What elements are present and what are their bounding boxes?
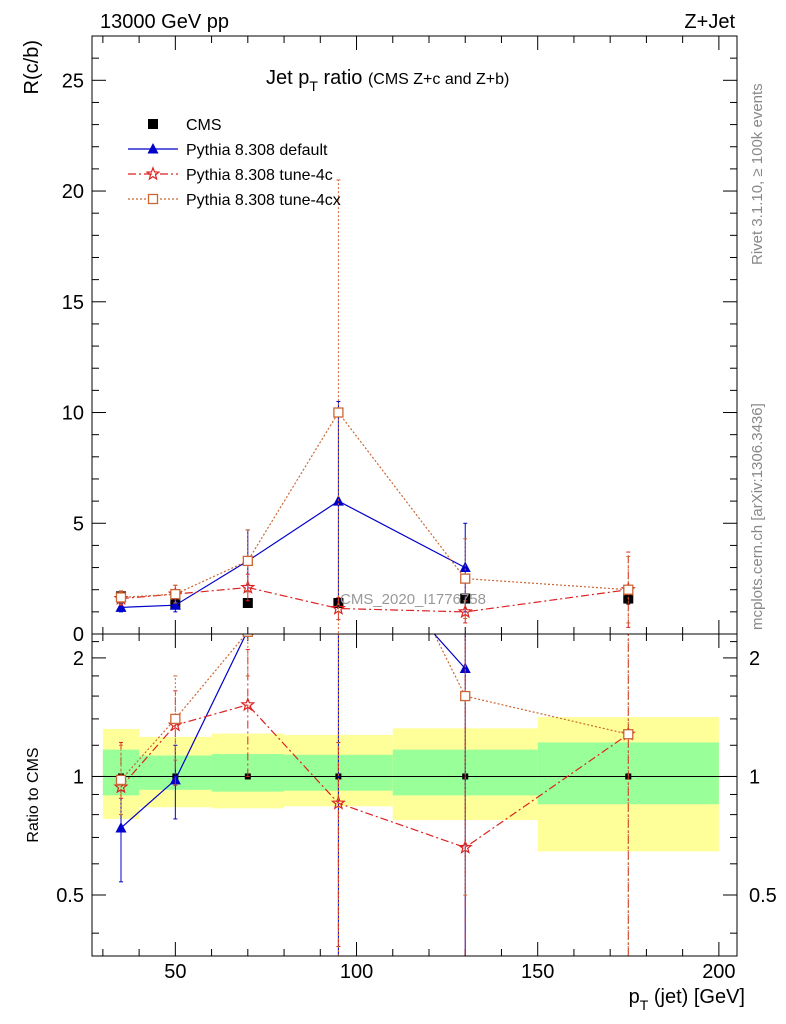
ratio-panel xyxy=(92,717,737,852)
plot-title: Jet pT ratio (CMS Z+c and Z+b) xyxy=(266,67,509,94)
ratio-frame xyxy=(91,633,738,957)
ratio-data-point xyxy=(115,821,127,833)
ratio-y-tick-label: 1 xyxy=(73,766,84,788)
ratio-data-point xyxy=(330,795,346,810)
data-point xyxy=(242,597,253,608)
legend-marker xyxy=(145,166,161,181)
data-point xyxy=(333,407,344,418)
ratio-y-tick-label-right: 1 xyxy=(749,766,760,788)
ratio-series-line xyxy=(120,634,629,781)
title-note: (CMS Z+c and Z+b) xyxy=(368,71,509,88)
ratio-data-point xyxy=(240,696,256,712)
series-line xyxy=(120,586,629,613)
legend-label: CMS xyxy=(186,117,222,134)
legend-label: Pythia 8.308 default xyxy=(186,142,328,159)
data-point xyxy=(242,555,253,567)
ratio-data-point xyxy=(242,634,253,637)
data-point xyxy=(457,604,473,619)
data-point xyxy=(170,588,181,600)
title-main: Jet p xyxy=(266,67,309,89)
title-rest: ratio xyxy=(318,67,362,89)
legend-entry: Pythia 8.308 default xyxy=(128,142,328,159)
xlabel-rest: (jet) [GeV] xyxy=(648,986,745,1008)
mcplots-label: mcplots.cern.ch [arXiv:1306.3436] xyxy=(749,403,766,630)
data-point xyxy=(459,561,471,573)
ratio-series-line xyxy=(120,634,466,829)
ratio-axis-ticks: 0.5 0.5 1 1 2 2 50 100 150 200 xyxy=(56,634,777,983)
xlabel-main: p xyxy=(629,986,640,1008)
legend-label: Pythia 8.308 tune-4c xyxy=(186,167,333,184)
legend-marker xyxy=(148,119,158,129)
x-tick-label: 100 xyxy=(340,961,373,983)
series-line xyxy=(120,411,629,599)
ratio-data-point xyxy=(460,690,471,702)
series-pythia-8-308-tune-4cx xyxy=(115,179,634,634)
title-sub: T xyxy=(309,78,318,94)
header-right: Z+Jet xyxy=(684,11,735,33)
header-left: 13000 GeV pp xyxy=(100,11,229,33)
ratio-data-point xyxy=(170,713,181,725)
ratio-data-point xyxy=(623,729,634,740)
analysis-watermark: CMS_2020_I1776758 xyxy=(340,591,486,608)
ratio-panel-data xyxy=(113,634,636,956)
legend-label: Pythia 8.308 tune-4cx xyxy=(186,192,341,209)
x-tick-label: 200 xyxy=(702,961,735,983)
legend-marker xyxy=(147,143,159,154)
ratio-series-line xyxy=(120,704,629,849)
ratio-y-tick-label-right: 2 xyxy=(749,648,760,670)
legend-entry: Pythia 8.308 tune-4cx xyxy=(128,192,341,209)
data-point xyxy=(460,573,471,584)
xlabel-sub: T xyxy=(640,997,649,1013)
top-panel-data xyxy=(113,179,636,634)
y-tick-label: 10 xyxy=(62,403,84,425)
ratio-y-tick-label-right: 0.5 xyxy=(749,885,777,907)
y-axis-label-top: R(c/b) xyxy=(21,40,43,94)
legend-marker xyxy=(147,193,159,205)
data-point xyxy=(623,584,634,595)
ratio-y-tick-label: 2 xyxy=(73,648,84,670)
y-tick-label: 15 xyxy=(62,292,84,314)
y-tick-label: 20 xyxy=(62,181,84,203)
x-tick-label: 150 xyxy=(521,961,554,983)
y-tick-label: 0 xyxy=(73,624,84,646)
data-point xyxy=(115,601,127,612)
legend-entry: CMS xyxy=(148,117,222,134)
data-point xyxy=(169,599,181,610)
ratio-data-point xyxy=(115,774,127,786)
rivet-label: Rivet 3.1.10, ≥ 100k events xyxy=(749,83,766,265)
series-pythia-8-308-tune-4c xyxy=(113,551,636,628)
data-point xyxy=(115,592,127,603)
y-axis-label-ratio: Ratio to CMS xyxy=(25,747,42,842)
y-tick-label: 5 xyxy=(73,513,84,535)
x-axis-label: pT (jet) [GeV] xyxy=(629,986,745,1013)
x-tick-label: 50 xyxy=(164,961,186,983)
ratio-y-tick-label: 0.5 xyxy=(56,885,84,907)
top-axis-ticks: 0 5 10 15 20 25 xyxy=(62,36,737,646)
legend-entry: Pythia 8.308 tune-4c xyxy=(128,166,333,184)
y-tick-label: 25 xyxy=(62,70,84,92)
legend: CMS Pythia 8.308 default Pythia 8.308 tune… xyxy=(128,117,341,209)
ratio-series-pythia-8-308-tune-4cx xyxy=(115,634,634,956)
series-pythia-8-308-default xyxy=(115,400,471,613)
